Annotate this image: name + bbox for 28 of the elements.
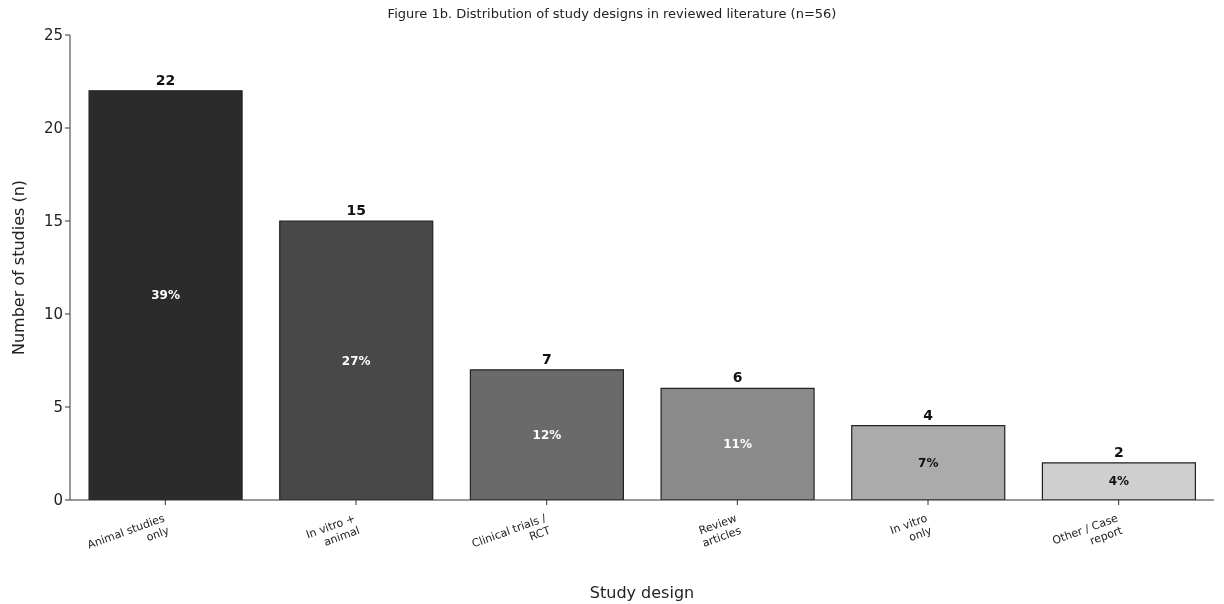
data-label: 2	[1114, 443, 1124, 460]
y-tick-label: 5	[53, 398, 63, 417]
y-tick-label: 20	[43, 119, 63, 138]
x-axis-title: Study design	[589, 583, 695, 602]
data-label: 6	[732, 369, 743, 386]
data-label: 7	[542, 350, 552, 367]
bar	[279, 220, 434, 500]
bar	[851, 425, 1006, 500]
y-tick-label: 10	[43, 305, 63, 324]
annotation: 12%	[532, 427, 562, 442]
x-tick-label: In vitro only	[888, 511, 934, 544]
annotation: 11%	[723, 437, 752, 452]
annotation: 27%	[341, 353, 371, 368]
annotation: 39%	[151, 288, 180, 303]
data-label: 4	[923, 406, 934, 423]
x-tick-label: Other / Case report	[1050, 511, 1125, 548]
bar	[660, 387, 815, 500]
bar	[1041, 462, 1196, 500]
annotation: 7%	[918, 455, 939, 470]
data-label: 15	[346, 202, 366, 218]
y-tick-label: 15	[43, 212, 63, 231]
y-tick-label: 25	[43, 26, 63, 45]
chart-title: Figure 1b. Distribution of study designs in reviewed literature (n=56)	[386, 6, 838, 21]
annotation: 4%	[1108, 474, 1130, 489]
bar	[469, 369, 624, 500]
y-axis-title: Number of studies (n)	[8, 179, 28, 356]
y-tick-label: 0	[53, 491, 63, 510]
data-label: 22	[155, 71, 176, 88]
